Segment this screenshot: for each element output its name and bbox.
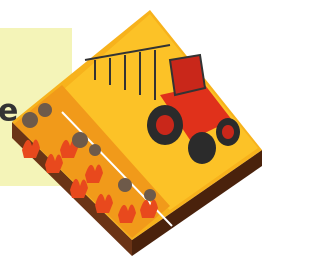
- illustration: e: [0, 0, 273, 260]
